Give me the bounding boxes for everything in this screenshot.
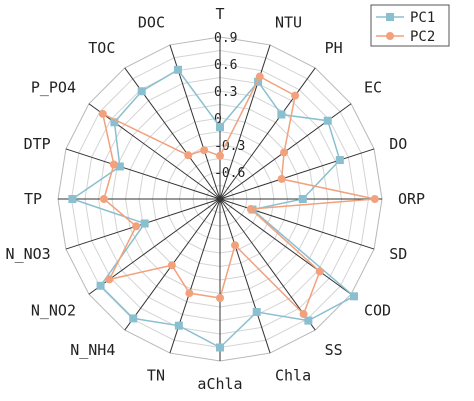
data-point-pc1 (304, 316, 313, 325)
data-point-pc1 (174, 321, 183, 330)
spoke (219, 148, 375, 200)
category-label: DTP (24, 135, 51, 153)
data-point-pc1 (68, 195, 77, 203)
category-label: NTU (275, 14, 302, 32)
legend-marker-pc1 (386, 13, 394, 21)
legend-label-pc2: PC2 (410, 29, 435, 45)
category-label: TN (147, 366, 165, 384)
legend: PC1 PC2 (370, 4, 450, 47)
data-point-pc2 (231, 241, 240, 250)
radial-tick-label: 0 (214, 112, 222, 127)
data-point-pc1 (298, 195, 307, 203)
category-label: TOC (88, 39, 115, 57)
category-label: ORP (398, 190, 425, 208)
data-point-pc1 (252, 307, 261, 316)
spoke (219, 198, 375, 250)
data-point-pc1 (115, 162, 124, 171)
data-point-pc2 (200, 146, 209, 155)
category-label: SS (325, 341, 343, 359)
data-point-pc1 (129, 314, 138, 323)
data-point-pc1 (140, 219, 149, 228)
data-point-pc1 (277, 110, 286, 119)
category-label: DOC (138, 14, 165, 32)
data-point-pc2 (185, 289, 194, 298)
data-point-pc2 (370, 195, 379, 203)
data-point-pc2 (299, 310, 308, 319)
data-point-pc1 (216, 123, 224, 131)
spoke (219, 67, 316, 200)
category-label: PH (325, 39, 343, 57)
data-point-pc2 (132, 222, 141, 231)
data-point-pc2 (291, 91, 300, 100)
category-label: P_PO4 (31, 78, 76, 96)
data-point-pc2 (105, 275, 114, 284)
radial-tick-label: -0.3 (214, 139, 245, 154)
data-point-pc2 (280, 148, 289, 157)
legend-label-pc1: PC1 (410, 10, 435, 26)
category-label: N_NO2 (31, 302, 76, 320)
legend-box (370, 4, 450, 47)
category-label: TP (24, 190, 42, 208)
data-point-pc1 (323, 116, 332, 125)
category-label: T (215, 5, 224, 23)
data-point-pc2 (255, 72, 264, 81)
data-point-pc1 (216, 343, 224, 352)
category-labels: T NTU PH EC DO ORP SD COD SS Chla aChla TN N_NH4 N_NO… (6, 5, 426, 393)
category-label: EC (364, 78, 382, 96)
spoke (219, 44, 271, 200)
spoke (219, 198, 271, 354)
data-point-pc2 (277, 174, 286, 183)
category-label: Chla (275, 366, 311, 384)
data-point-pc2 (216, 294, 224, 302)
series-layer (68, 65, 379, 352)
category-label: COD (364, 302, 391, 320)
category-label: N_NH4 (70, 341, 115, 359)
radial-tick-label: -0.6 (214, 166, 245, 181)
radial-tick-labels: -0.6 -0.3 0 0.3 0.6 0.9 (214, 31, 245, 181)
spoke (219, 198, 352, 295)
category-label: N_NO3 (6, 245, 51, 263)
data-point-pc2 (167, 261, 176, 270)
data-point-pc1 (174, 65, 182, 74)
data-point-pc2 (99, 195, 108, 203)
data-point-pc2 (184, 151, 193, 160)
category-label: aChla (197, 375, 242, 393)
data-point-pc1 (335, 156, 344, 165)
data-point-pc1 (349, 292, 358, 301)
data-point-pc2 (109, 160, 118, 169)
spoke (65, 148, 221, 200)
data-point-pc1 (254, 77, 263, 86)
data-point-pc1 (137, 87, 146, 96)
data-point-pc2 (98, 109, 107, 118)
data-point-pc1 (96, 281, 105, 290)
spoke (219, 198, 316, 331)
radial-tick-label: 0.6 (214, 58, 237, 73)
radial-tick-label: 0.3 (214, 85, 237, 100)
legend-marker-pc2 (386, 32, 394, 40)
category-label: SD (389, 245, 407, 263)
radial-tick-label: 0.9 (214, 31, 237, 46)
category-label: DO (389, 135, 407, 153)
data-point-pc2 (216, 151, 224, 160)
data-point-pc1 (110, 118, 119, 127)
data-point-pc2 (246, 205, 255, 214)
data-point-pc2 (315, 267, 324, 276)
